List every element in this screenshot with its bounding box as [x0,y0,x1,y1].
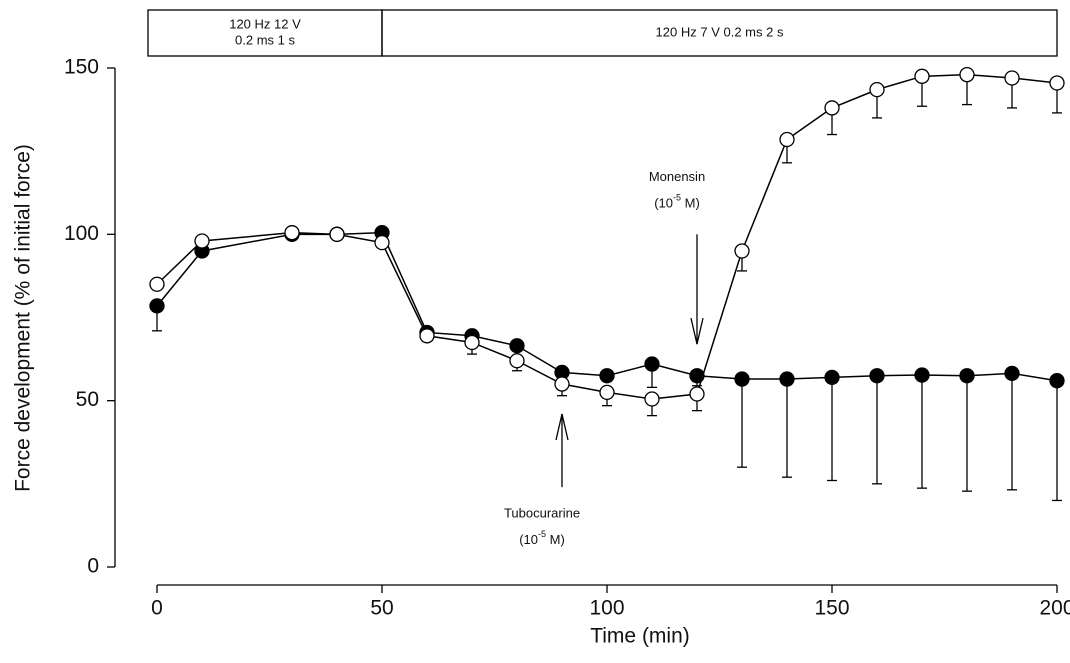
data-point [1004,70,1020,86]
protocol-label: 0.2 ms 1 s [235,32,295,47]
data-point [779,131,795,148]
x-tick-label: 50 [370,597,393,620]
annotation-label: Monensin [649,169,705,184]
data-point [644,391,660,407]
x-tick-label: 200 [1039,597,1070,620]
annotation-concentration: (10-5 M) [654,193,700,211]
x-axis-label: Time (min) [590,625,690,648]
data-point [689,368,705,384]
data-point [554,376,570,392]
data-point [644,356,660,372]
y-tick-label: 0 [87,555,99,578]
protocol-label: 120 Hz 7 V 0.2 ms 2 s [656,24,784,39]
conc-suffix: M) [681,196,700,211]
arrow-head [555,413,569,441]
data-point [509,338,525,354]
data-point [284,225,300,241]
protocol-label: 120 Hz 12 V [229,16,301,31]
data-point [599,384,615,401]
arrow-head [690,317,704,345]
data-point [464,334,480,351]
data-point [599,368,615,384]
data-point [869,368,885,384]
conc-exponent: -5 [673,193,681,203]
data-point [374,234,390,251]
x-tick-label: 150 [814,597,849,620]
data-point [1049,75,1065,91]
data-point [824,369,840,386]
y-tick-label: 150 [64,56,99,79]
x-tick-label: 0 [151,597,163,620]
conc-prefix: (10 [519,533,538,548]
data-point [1004,365,1020,382]
protocol-box [381,9,1058,57]
data-point [959,67,975,83]
data-point [194,233,210,249]
data-point [329,226,345,242]
data-point [869,81,885,98]
data-point [419,328,435,344]
annotation-concentration: (10-5 M) [519,530,565,548]
data-point [509,353,525,369]
data-point [149,298,165,314]
x-tick-label: 100 [589,597,624,620]
data-point [734,371,750,387]
data-point [914,367,930,383]
data-point [149,276,165,292]
conc-prefix: (10 [654,196,673,211]
data-point [959,368,975,384]
data-point [779,371,795,387]
annotation-label: Tubocurarine [504,506,580,521]
conc-exponent: -5 [538,530,546,540]
data-point [689,386,705,402]
data-point [734,243,750,259]
y-tick-label: 100 [64,222,99,245]
y-tick-label: 50 [76,388,99,411]
data-point [1049,373,1065,389]
conc-suffix: M) [546,533,565,548]
data-point [824,100,840,116]
series-line [156,231,1058,382]
data-point [914,68,930,84]
y-axis-label: Force development (% of initial force) [12,144,35,492]
